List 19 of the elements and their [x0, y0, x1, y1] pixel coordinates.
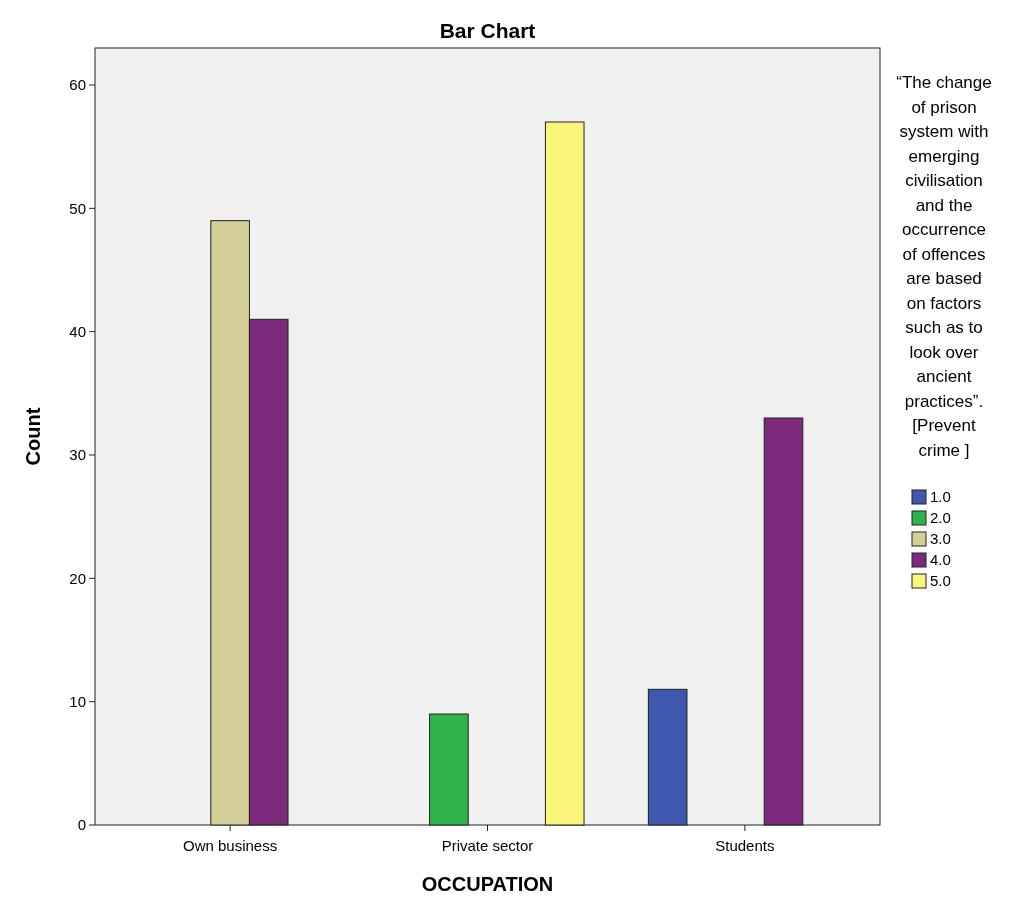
y-tick-label: 20: [69, 569, 86, 587]
legend-label: 1.0: [930, 488, 951, 505]
legend-label: 5.0: [930, 572, 951, 589]
y-axis-title: Count: [22, 407, 44, 466]
x-axis-title: OCCUPATION: [421, 873, 554, 895]
legend-label: 2.0: [930, 509, 951, 526]
y-tick-label: 0: [77, 816, 86, 834]
y-tick-label: 50: [69, 199, 86, 217]
y-tick-label: 60: [69, 76, 86, 94]
x-tick-label: Students: [715, 837, 775, 854]
text: “The change of prison system with emerging civilisation and the occurrence of offences are based on factors such as to look over ancient practices”. [Prevent crime ]: [896, 73, 992, 460]
x-tick-label: Own business: [183, 837, 278, 854]
legend-label: 4.0: [930, 551, 951, 568]
x-tick-label: Private sector: [441, 837, 534, 854]
legend-label: 3.0: [930, 530, 951, 547]
y-tick-label: 10: [69, 692, 86, 710]
chart-title: Bar Chart: [439, 19, 536, 42]
y-tick-label: 30: [69, 446, 86, 464]
y-tick-label: 40: [69, 322, 86, 340]
